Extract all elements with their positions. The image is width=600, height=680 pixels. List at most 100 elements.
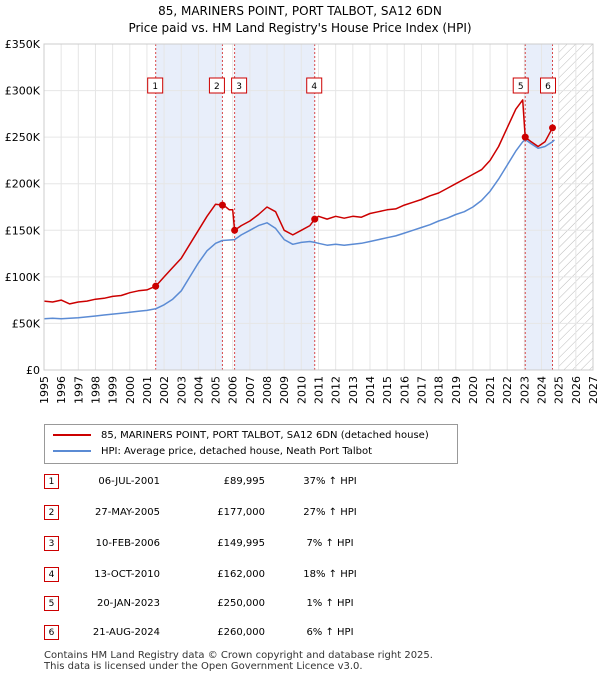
sale-badge-label: 6	[545, 82, 551, 92]
transaction-hpi: 27% ↑ HPI	[303, 507, 357, 518]
sale-badge: 5	[512, 77, 529, 94]
transaction-price: £260,000	[217, 627, 265, 638]
sale-badge-box	[540, 77, 557, 94]
legend-label-hpi: HPI: Average price, detached house, Neat…	[101, 446, 373, 457]
y-tick-label: £50K	[12, 317, 41, 330]
x-tick-label: 2022	[501, 376, 514, 404]
sale-badge: 2	[208, 77, 225, 94]
sale-badge-box	[512, 77, 529, 94]
legend-item-property: 85, MARINERS POINT, PORT TALBOT, SA12 6D…	[53, 429, 429, 443]
x-tick-label: 2027	[587, 376, 600, 404]
sale-point	[231, 226, 239, 234]
legend-swatch-property	[53, 434, 91, 436]
table-row: 3 10-FEB-2006 £149,995 7% ↑ HPI	[0, 534, 600, 554]
x-tick-label: 2006	[227, 376, 240, 404]
sale-badge-label: 2	[214, 82, 220, 92]
x-tick-label: 2010	[295, 376, 308, 404]
transaction-price: £149,995	[217, 538, 265, 549]
sale-badge-box	[231, 77, 248, 94]
sale-badge: 4	[306, 77, 323, 94]
transaction-badge: 5	[44, 596, 59, 611]
shaded-period	[155, 44, 223, 370]
footer-attribution: Contains HM Land Registry data © Crown c…	[44, 650, 433, 672]
x-tick-label: 2015	[381, 376, 394, 404]
footer-line-2: This data is licensed under the Open Gov…	[44, 661, 363, 672]
x-tick-label: 2011	[313, 376, 326, 404]
sale-point	[549, 124, 557, 132]
x-tick-label: 1999	[107, 376, 120, 404]
legend-label-property: 85, MARINERS POINT, PORT TALBOT, SA12 6D…	[101, 430, 429, 441]
chart-subtitle: Price paid vs. HM Land Registry's House …	[128, 21, 472, 35]
x-tick-label: 2014	[364, 376, 377, 404]
y-tick-label: £200K	[5, 178, 41, 191]
plot-frame	[43, 43, 594, 371]
x-tick-label: 1996	[55, 376, 68, 404]
transaction-badge: 6	[44, 625, 59, 640]
sale-point	[311, 215, 319, 223]
x-tick-label: 2007	[244, 376, 257, 404]
sale-badge: 3	[231, 77, 248, 94]
shaded-period	[525, 44, 553, 370]
y-tick-label: £150K	[5, 224, 41, 237]
x-tick-label: 2008	[261, 376, 274, 404]
transaction-date: 27-MAY-2005	[94, 507, 160, 518]
x-tick-label: 2012	[330, 376, 343, 404]
transaction-date: 13-OCT-2010	[94, 569, 160, 580]
transaction-badge: 2	[44, 505, 59, 520]
x-tick-label: 2023	[518, 376, 531, 404]
x-tick-label: 2013	[347, 376, 360, 404]
transaction-date: 06-JUL-2001	[98, 476, 160, 487]
x-tick-label: 2021	[484, 376, 497, 404]
y-tick-label: £0	[26, 364, 40, 377]
legend-swatch-hpi	[53, 450, 91, 452]
sale-badge-box	[306, 77, 323, 94]
x-tick-label: 1997	[72, 376, 85, 404]
transaction-price: £89,995	[223, 476, 265, 487]
x-tick-label: 2003	[175, 376, 188, 404]
x-tick-label: 2026	[570, 376, 583, 404]
x-tick-label: 2000	[124, 376, 137, 404]
y-tick-label: £100K	[5, 271, 41, 284]
sale-badge: 1	[147, 77, 164, 94]
sale-point	[218, 201, 226, 209]
x-tick-label: 2004	[192, 376, 205, 404]
x-tick-label: 2020	[467, 376, 480, 404]
transaction-price: £250,000	[217, 598, 265, 609]
sale-badge-box	[147, 77, 164, 94]
transaction-date: 10-FEB-2006	[95, 538, 160, 549]
table-row: 5 20-JAN-2023 £250,000 1% ↑ HPI	[0, 594, 600, 614]
transaction-price: £177,000	[217, 507, 265, 518]
transaction-hpi: 1% ↑ HPI	[306, 598, 354, 609]
sale-badge-label: 5	[518, 82, 524, 92]
x-tick-label: 2024	[536, 376, 549, 404]
x-tick-label: 2009	[278, 376, 291, 404]
sale-badge-label: 3	[236, 82, 242, 92]
transaction-hpi: 7% ↑ HPI	[306, 538, 354, 549]
chart-legend: 85, MARINERS POINT, PORT TALBOT, SA12 6D…	[44, 424, 458, 464]
series-line-hpi	[43, 138, 555, 320]
x-tick-label: 1998	[89, 376, 102, 404]
x-tick-label: 2016	[398, 376, 411, 404]
legend-item-hpi: HPI: Average price, detached house, Neat…	[53, 445, 372, 459]
sale-badge: 6	[540, 77, 557, 94]
transaction-date: 20-JAN-2023	[96, 598, 160, 609]
x-tick-label: 2001	[141, 376, 154, 404]
x-tick-label: 2025	[553, 376, 566, 404]
y-tick-label: £250K	[5, 131, 41, 144]
x-tick-label: 1995	[38, 376, 51, 404]
transaction-hpi: 37% ↑ HPI	[303, 476, 357, 487]
transaction-badge: 1	[44, 474, 59, 489]
chart-title: 85, MARINERS POINT, PORT TALBOT, SA12 6D…	[158, 4, 442, 18]
table-row: 4 13-OCT-2010 £162,000 18% ↑ HPI	[0, 565, 600, 585]
transaction-hpi: 18% ↑ HPI	[303, 569, 357, 580]
x-tick-label: 2018	[433, 376, 446, 404]
sale-point	[152, 282, 160, 290]
sale-badge-box	[208, 77, 225, 94]
table-row: 2 27-MAY-2005 £177,000 27% ↑ HPI	[0, 503, 600, 523]
transaction-badge: 3	[44, 536, 59, 551]
transaction-date: 21-AUG-2024	[92, 627, 160, 638]
y-tick-label: £350K	[5, 38, 41, 51]
transaction-badge: 4	[44, 567, 59, 582]
price-chart: 1 2 3 4 5 6 £0 £50K £100K £150K £200K £250K £300K £3…	[5, 38, 600, 404]
transaction-hpi: 6% ↑ HPI	[306, 627, 354, 638]
